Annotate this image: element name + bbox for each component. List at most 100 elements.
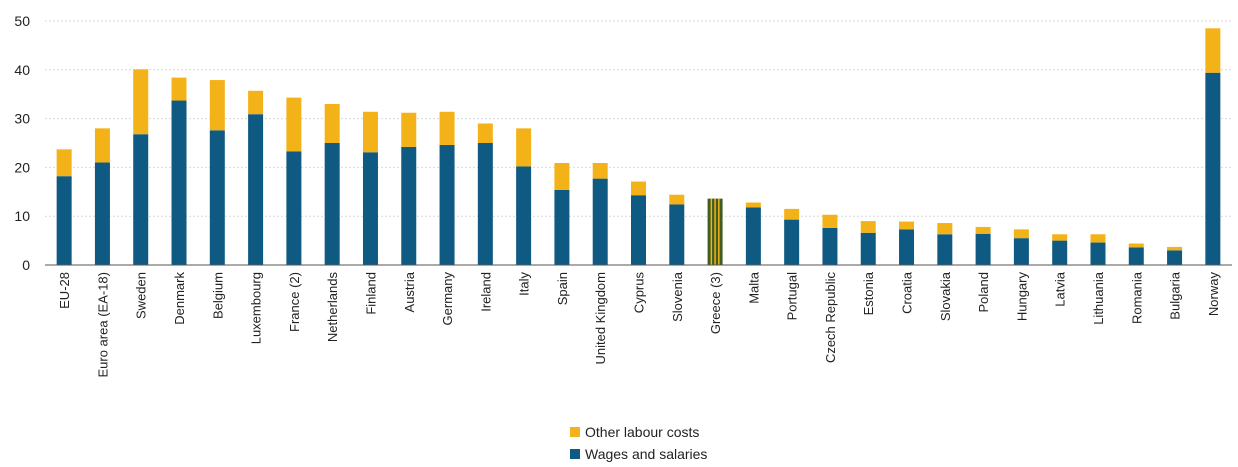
bar-other-labour-costs bbox=[592, 163, 608, 179]
bar-wages-and-salaries bbox=[1013, 238, 1029, 265]
bar-other-labour-costs bbox=[209, 80, 225, 131]
legend-label-wages-and-salaries: Wages and salaries bbox=[585, 446, 708, 462]
bar-wages-and-salaries bbox=[1052, 240, 1068, 265]
x-tick-label: Romania bbox=[1129, 271, 1144, 324]
bar-other-labour-costs bbox=[477, 123, 493, 143]
bar-wages-and-salaries bbox=[171, 100, 187, 265]
x-tick-label: United Kingdom bbox=[593, 272, 608, 365]
bar-other-labour-costs bbox=[133, 69, 149, 135]
legend-item-other-labour-costs: Other labour costs bbox=[570, 421, 707, 443]
bar-wages-and-salaries bbox=[1128, 247, 1144, 265]
bar-wages-and-salaries bbox=[975, 233, 991, 265]
x-tick-label: Bulgaria bbox=[1168, 271, 1183, 319]
y-tick-label: 50 bbox=[14, 13, 30, 29]
x-tick-label: Spain bbox=[555, 272, 570, 305]
bar-other-labour-costs bbox=[631, 181, 646, 196]
bar-wages-and-salaries bbox=[899, 229, 915, 265]
bar-wages-and-salaries bbox=[477, 143, 493, 265]
x-tick-label: Greece (3) bbox=[708, 272, 723, 334]
x-tick-label: Poland bbox=[976, 272, 991, 312]
x-tick-label: Italy bbox=[517, 272, 532, 296]
bar-other-labour-costs bbox=[860, 221, 876, 233]
y-tick-label: 0 bbox=[22, 257, 30, 273]
bar-wages-and-salaries bbox=[362, 152, 378, 265]
bar-wages-and-salaries bbox=[860, 232, 876, 265]
bar-other-labour-costs bbox=[669, 194, 685, 205]
x-tick-label: Portugal bbox=[785, 272, 800, 321]
y-tick-label: 10 bbox=[14, 208, 30, 224]
x-axis-labels: EU-28 Euro area (EA-18) Sweden Denmark Belgi… bbox=[57, 271, 1221, 377]
bar-other-labour-costs bbox=[899, 221, 915, 230]
legend: Other labour costs Wages and salaries bbox=[570, 421, 707, 465]
bar-other-labour-costs bbox=[1205, 28, 1221, 73]
bar-wages-and-salaries bbox=[554, 189, 570, 265]
x-tick-label: Norway bbox=[1206, 272, 1221, 317]
bar-wages-and-salaries bbox=[592, 178, 608, 265]
y-tick-label: 20 bbox=[14, 159, 30, 175]
x-tick-label: Slovakia bbox=[938, 271, 953, 321]
bar-other-labour-costs bbox=[516, 128, 532, 167]
bar-wages-and-salaries bbox=[94, 162, 110, 265]
x-tick-label: Czech Republic bbox=[823, 272, 838, 364]
bar-wages-and-salaries bbox=[248, 114, 264, 265]
bar-wages-and-salaries bbox=[133, 134, 149, 265]
x-tick-label: Slovenia bbox=[670, 271, 685, 322]
bar-other-labour-costs bbox=[439, 111, 455, 145]
bar-other-labour-costs bbox=[784, 208, 800, 220]
gridlines bbox=[45, 20, 1232, 217]
bar-other-labour-costs bbox=[56, 149, 72, 177]
bar-wages-and-salaries bbox=[631, 195, 646, 265]
bar-other-labour-costs bbox=[822, 214, 838, 228]
bar-wages-and-salaries bbox=[1167, 250, 1183, 265]
y-axis-ticks: 0 10 20 30 40 50 bbox=[14, 13, 30, 273]
x-tick-label: Latvia bbox=[1053, 271, 1068, 306]
stacked-bar-chart: 0 10 20 30 40 50 EU-28 Euro area (EA-18) Sweden… bbox=[14, 13, 1232, 378]
x-tick-label: Croatia bbox=[900, 271, 915, 314]
bar-other-labour-costs bbox=[745, 202, 761, 208]
x-tick-label: Cyprus bbox=[632, 272, 647, 314]
legend-swatch-other-labour-costs bbox=[570, 427, 580, 437]
x-tick-label: Estonia bbox=[861, 271, 876, 315]
y-tick-label: 40 bbox=[14, 62, 30, 78]
x-tick-label: Euro area (EA-18) bbox=[95, 272, 110, 378]
x-tick-label: Sweden bbox=[134, 272, 149, 319]
bar-wages-and-salaries bbox=[516, 166, 532, 265]
bar-wages-and-salaries bbox=[822, 227, 838, 265]
bar-other-labour-costs bbox=[286, 97, 302, 152]
x-tick-label: France (2) bbox=[287, 272, 302, 332]
x-tick-label: Finland bbox=[363, 272, 378, 315]
bar-other-labour-costs bbox=[1013, 229, 1029, 239]
bar-wages-and-salaries bbox=[937, 234, 953, 265]
bar-wages-and-salaries bbox=[669, 204, 685, 265]
bar-other-labour-costs bbox=[324, 103, 340, 143]
bars bbox=[56, 28, 1221, 265]
bar-other-labour-costs bbox=[362, 111, 378, 153]
bar-other-labour-costs bbox=[554, 163, 570, 190]
legend-label-other-labour-costs: Other labour costs bbox=[585, 424, 700, 440]
bar-wages-and-salaries bbox=[1205, 72, 1221, 265]
bar-wages-and-salaries bbox=[439, 144, 455, 265]
x-tick-label: Germany bbox=[440, 272, 455, 326]
bar-other-labour-costs bbox=[94, 128, 110, 163]
bar-other-labour-costs bbox=[937, 223, 953, 235]
legend-item-wages-and-salaries: Wages and salaries bbox=[570, 443, 707, 465]
bar-other-labour-costs bbox=[1128, 243, 1144, 248]
bar-other-labour-costs bbox=[1090, 234, 1106, 243]
bar-wages-and-salaries bbox=[401, 146, 417, 265]
x-tick-label: EU-28 bbox=[57, 272, 72, 309]
x-tick-label: Belgium bbox=[210, 272, 225, 319]
bar-other-labour-costs bbox=[1052, 234, 1068, 241]
bar-wages-and-salaries bbox=[324, 143, 340, 265]
bar-other-labour-costs bbox=[975, 226, 991, 234]
x-tick-label: Austria bbox=[402, 271, 417, 312]
bar-wages-and-salaries bbox=[209, 130, 225, 265]
x-tick-label: Netherlands bbox=[325, 272, 340, 343]
x-tick-label: Hungary bbox=[1014, 272, 1029, 322]
bar-wages-and-salaries bbox=[286, 151, 302, 265]
bar-other-labour-costs bbox=[171, 77, 187, 101]
x-tick-label: Lithuania bbox=[1091, 271, 1106, 325]
bar-other-labour-costs bbox=[248, 90, 264, 115]
x-tick-label: Malta bbox=[746, 271, 761, 304]
y-tick-label: 30 bbox=[14, 111, 30, 127]
x-tick-label: Luxembourg bbox=[249, 272, 264, 344]
